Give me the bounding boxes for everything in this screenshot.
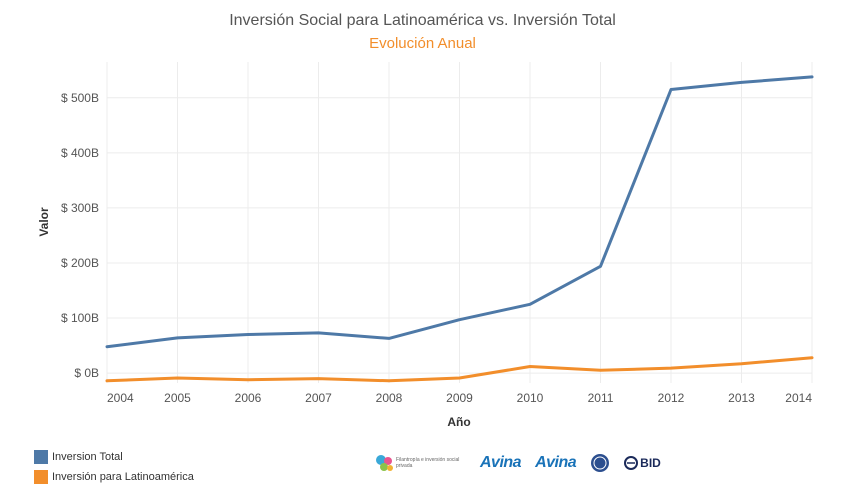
x-axis-label: Año [447,415,470,429]
avina-americas-logo-text: Avina [480,454,522,471]
avina-fundacion-logo-text: Avina [535,454,577,471]
x-tick-label: 2008 [376,391,403,405]
line-chart: $ 0B$ 100B$ 200B$ 300B$ 400B$ 500B 2004 2… [37,62,814,429]
legend-item-latam[interactable]: Inversión para Latinoamérica [34,467,194,487]
legend-label-latam: Inversión para Latinoamérica [52,471,194,483]
series-line-latam [105,356,814,383]
x-tick-label: 2004 [107,391,134,405]
seal-logo [590,453,610,473]
avina-americas-logo: Avina [480,454,522,472]
y-tick-label: $ 0B [74,366,99,380]
sponsor-logos: Filantropía e inversión social privada A… [374,452,675,474]
series-lines [105,75,814,383]
y-tick-label: $ 500B [61,91,99,105]
x-tick-label: 2005 [164,391,191,405]
chart-title: Inversión Social para Latinoamérica vs. … [229,12,616,29]
x-tick-label: 2012 [658,391,685,405]
x-axis-ticks: 2004 2005 2006 2007 2008 2009 2010 2011 2012 2013… [107,391,812,405]
x-tick-label: 2006 [235,391,262,405]
seal-icon [591,454,610,472]
filantropia-logo-mark [376,455,393,471]
x-tick-label: 2010 [517,391,544,405]
y-tick-label: $ 100B [61,311,99,325]
bid-logo-icon [624,456,639,470]
avina-fundacion-logo: Avina [535,454,577,472]
grid-lines [106,62,813,383]
x-tick-label: 2007 [305,391,332,405]
bid-logo-text: BID [640,456,661,470]
legend-swatch-latam [34,470,48,484]
x-tick-label: 2014 [785,391,812,405]
x-tick-label: 2013 [728,391,755,405]
legend-item-total[interactable]: Inversion Total [34,447,194,467]
bid-logo: BID [624,456,661,470]
y-tick-label: $ 400B [61,146,99,160]
y-tick-label: $ 300B [61,201,99,215]
y-axis-label: Valor [37,207,51,237]
filantropia-logo-text: Filantropía e inversión social privada [396,457,460,469]
y-axis-ticks: $ 0B $ 100B $ 200B $ 300B $ 400B $ 500B [61,91,99,380]
filantropia-logo: Filantropía e inversión social privada [374,452,466,474]
chart-legend: Inversion Total Inversión para Latinoamé… [34,447,194,487]
x-tick-label: 2009 [446,391,473,405]
y-tick-label: $ 200B [61,256,99,270]
series-line-total [105,75,814,349]
legend-swatch-total [34,450,48,464]
legend-label-total: Inversion Total [52,451,123,463]
x-tick-label: 2011 [588,391,614,405]
chart-subtitle: Evolución Anual [369,35,476,52]
